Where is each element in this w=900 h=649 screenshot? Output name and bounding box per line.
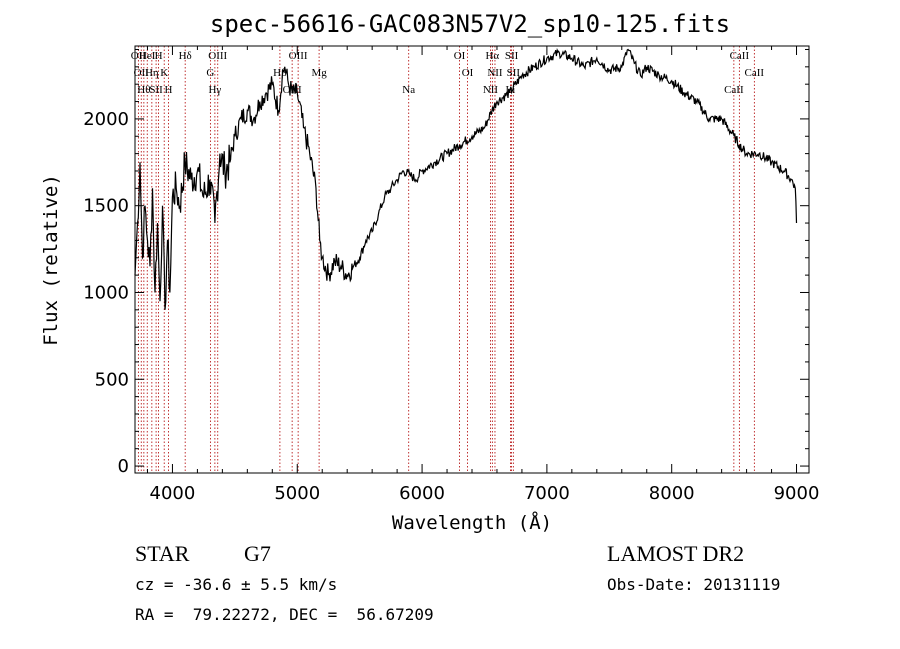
line-marker-label: Na — [402, 84, 415, 96]
y-axis-label: Flux (relative) — [40, 174, 62, 346]
line-marker-label: Hγ — [208, 84, 221, 96]
y-tick-label: 0 — [118, 456, 129, 477]
coordinates: RA = 79.22272, DEC = 56.67209 — [135, 605, 434, 624]
line-marker-label: SII — [505, 50, 519, 62]
line-marker-label: NII — [487, 67, 503, 79]
line-marker-label: H — [155, 50, 163, 62]
line-marker-label: CaII — [730, 50, 750, 62]
line-marker-label: CaII — [745, 67, 765, 79]
redshift-cz: cz = -36.6 ± 5.5 km/s — [135, 575, 337, 594]
x-tick-label: 9000 — [774, 483, 820, 504]
observation-date: Obs-Date: 20131119 — [607, 575, 780, 594]
line-marker-label: OI — [462, 67, 474, 79]
y-tick-label: 2000 — [83, 109, 129, 130]
object-class: STAR — [135, 541, 190, 566]
line-marker-label: Mg — [311, 67, 327, 79]
line-marker-label: K — [160, 67, 168, 79]
line-marker-label: OIII — [289, 50, 308, 62]
line-marker-labels: OIIOIIHθHeIHηSIIHKHHδGHγOIIIHβOIIIOIIIMg… — [131, 50, 765, 96]
line-marker-label: OI — [454, 50, 466, 62]
line-marker-label: Hα — [485, 50, 499, 62]
line-marker-label: CaII — [724, 84, 744, 96]
axis-ticks: 4000 5000 6000 7000 8000 9000 0 500 1000 1500 2000 — [83, 46, 819, 504]
line-marker-label: Hδ — [179, 50, 192, 62]
x-tick-label: 5000 — [274, 483, 320, 504]
y-tick-label: 1500 — [83, 196, 129, 217]
line-marker-label: HeI — [139, 50, 156, 62]
line-marker-label: Hη — [145, 67, 159, 79]
x-tick-label: 6000 — [399, 483, 445, 504]
y-tick-label: 1000 — [83, 282, 129, 303]
line-marker-label: SII — [507, 67, 521, 79]
line-marker-label: G — [206, 67, 214, 79]
x-tick-label: 7000 — [524, 483, 570, 504]
flux-series-line — [134, 47, 798, 310]
y-tick-label: 500 — [95, 369, 129, 390]
plot-frame — [134, 45, 810, 474]
line-marker-label: NII — [483, 84, 499, 96]
chart-title: spec-56616-GAC083N57V2_sp10-125.fits — [210, 10, 730, 38]
line-markers — [137, 46, 755, 473]
x-tick-label: 8000 — [649, 483, 695, 504]
x-axis-label: Wavelength (Å) — [392, 511, 552, 534]
line-marker-label: Hθ — [137, 84, 150, 96]
object-subclass: G7 — [244, 541, 271, 566]
line-marker-label: SII — [149, 84, 163, 96]
line-marker-label: OIII — [208, 50, 227, 62]
line-marker-label: OII — [134, 67, 150, 79]
survey-name: LAMOST DR2 — [607, 541, 744, 566]
line-marker-label: H — [164, 84, 172, 96]
x-tick-label: 4000 — [150, 483, 196, 504]
